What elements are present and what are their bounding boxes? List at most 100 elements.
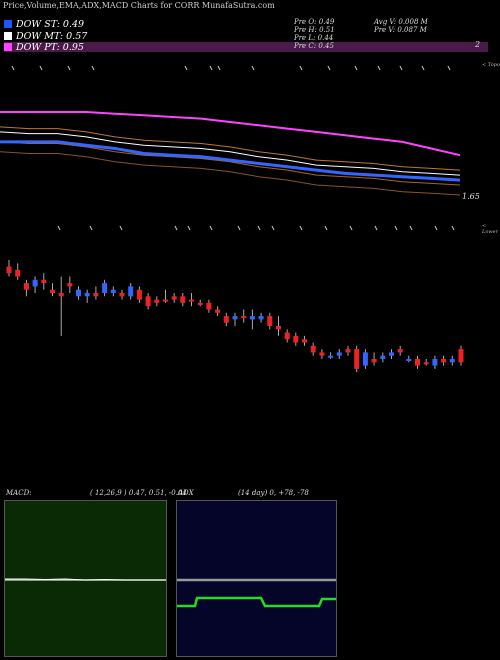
- candle-body-40: [354, 349, 360, 369]
- axis-lower-label: < Lower: [482, 223, 498, 235]
- macd-title: MACD:: [6, 489, 32, 497]
- candle-body-20: [180, 296, 186, 303]
- candle-body-0: [6, 266, 12, 274]
- stat-avg-volume: Avg V: 0.008 M: [374, 18, 428, 26]
- candle-body-36: [319, 352, 325, 356]
- candle-body-32: [284, 332, 290, 340]
- stat-prev-high: Pre H: 0.51: [294, 26, 335, 34]
- candle-body-21: [189, 299, 194, 302]
- legend-swatch-pt: [4, 43, 12, 51]
- ema-band-0: [0, 141, 461, 186]
- candle-body-43: [380, 355, 386, 359]
- legend-dow-mt: DOW MT: 0.57: [4, 31, 88, 42]
- candle-body-22: [197, 302, 203, 305]
- candle-body-17: [154, 299, 160, 303]
- candle-body-23: [206, 302, 212, 310]
- tick-top-14: [447, 65, 451, 71]
- macd-line: [5, 578, 166, 581]
- stat-prev-volume: Pre V: 0.087 M: [374, 26, 427, 34]
- page-title: Price,Volume,EMA,ADX,MACD Charts for COR…: [3, 1, 275, 10]
- candle-body-46: [406, 359, 412, 361]
- legend-swatch-mt: [4, 32, 12, 40]
- candle-body-12: [110, 289, 116, 293]
- candle-body-28: [249, 316, 255, 320]
- candle-body-26: [232, 316, 238, 320]
- ema-line-dow-mt: [0, 131, 461, 176]
- tick-bottom-4: [187, 225, 191, 231]
- candle-body-41: [362, 352, 368, 366]
- tick-bottom-5: [209, 225, 213, 231]
- candle-body-31: [276, 326, 281, 330]
- tick-bottom-2: [119, 225, 123, 231]
- candle-body-3: [32, 279, 38, 287]
- candle-body-24: [215, 309, 221, 313]
- ema-line-dow-pt: [0, 111, 461, 157]
- tick-top-13: [421, 65, 425, 71]
- candle-body-2: [23, 283, 29, 290]
- legend-dow-pt: DOW PT: 0.95: [4, 42, 488, 53]
- axis-topo-label: < Topo: [482, 62, 500, 68]
- candle-body-44: [389, 352, 394, 356]
- tick-top-2: [67, 65, 71, 71]
- candle-body-52: [458, 349, 464, 363]
- candle-body-18: [163, 299, 168, 302]
- tick-bottom-6: [237, 225, 241, 231]
- candle-body-25: [223, 316, 229, 323]
- candle-body-33: [293, 335, 299, 343]
- tick-bottom-1: [89, 225, 93, 231]
- candle-body-29: [258, 316, 264, 320]
- legend-label-st: DOW ST: 0.49: [16, 19, 85, 30]
- candle-body-51: [449, 359, 455, 363]
- candle-body-6: [58, 293, 64, 297]
- candle-body-4: [41, 279, 47, 284]
- tick-bottom-9: [299, 225, 303, 231]
- ema-band-1: [0, 126, 461, 171]
- tick-top-12: [399, 65, 403, 71]
- candle-body-38: [336, 352, 342, 356]
- legend-label-mt: DOW MT: 0.57: [16, 31, 88, 42]
- candle-body-13: [119, 293, 125, 297]
- tick-top-0: [11, 65, 15, 71]
- tick-bottom-16: [451, 225, 455, 231]
- candle-body-50: [441, 359, 447, 363]
- tick-top-1: [39, 65, 43, 71]
- stat-prev-low: Pre L: 0.44: [294, 34, 334, 42]
- ema-lines: [0, 111, 461, 196]
- adx-params: (14 day) 0, +78, -78: [238, 489, 309, 497]
- tick-top-11: [377, 65, 381, 71]
- tick-bottom-14: [409, 225, 413, 231]
- tick-bottom-8: [271, 225, 275, 231]
- candle-body-14: [128, 286, 134, 297]
- macd-params: ( 12,26,9 ) 0.47, 0.51, -0.04: [90, 489, 187, 497]
- tick-top-8: [299, 65, 303, 71]
- candle-body-35: [310, 345, 316, 353]
- macd-panel: [4, 500, 167, 657]
- tick-top-5: [209, 65, 213, 71]
- tick-bottom-13: [394, 225, 398, 231]
- tick-bottom-11: [349, 225, 353, 231]
- candle-body-34: [302, 339, 307, 343]
- tick-bottom-10: [324, 225, 328, 231]
- candle-body-27: [241, 316, 247, 319]
- candle-body-42: [371, 359, 377, 363]
- ema-line-dow-st: [0, 140, 461, 182]
- candle-body-15: [136, 289, 142, 300]
- tick-bottom-3: [174, 225, 178, 231]
- legend-swatch-st: [4, 20, 12, 28]
- candle-body-16: [145, 296, 151, 307]
- tick-top-7: [251, 65, 255, 71]
- tick-bottom-15: [434, 225, 438, 231]
- candle-body-11: [102, 283, 108, 293]
- candle-body-39: [345, 349, 351, 353]
- adx-di-line: [177, 596, 336, 608]
- candles: [6, 260, 464, 373]
- candle-body-5: [50, 289, 55, 293]
- candle-body-49: [432, 359, 438, 366]
- axis-price-label: 1.65: [462, 192, 480, 201]
- tick-top-4: [184, 65, 188, 71]
- candle-body-8: [76, 289, 81, 297]
- tick-marks: [11, 65, 455, 231]
- candle-body-9: [84, 293, 90, 297]
- tick-top-6: [217, 65, 221, 71]
- ema-band-2: [0, 151, 461, 196]
